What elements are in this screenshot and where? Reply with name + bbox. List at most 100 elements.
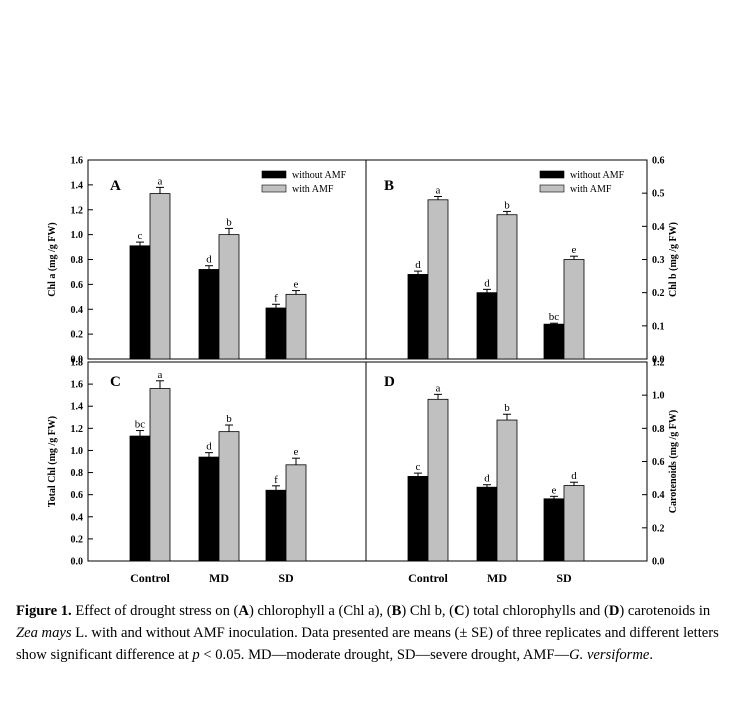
- x-axis-category-label: Control: [408, 571, 448, 585]
- legend-swatch: [261, 184, 287, 193]
- x-axis-category-label: SD: [278, 571, 294, 585]
- panel-d-significance-letter: b: [504, 402, 510, 414]
- panel-c-y-tick-label: 1.4: [71, 402, 84, 413]
- panel-d-y-tick-label: 0.4: [652, 490, 665, 501]
- panel-a-bar: [285, 293, 307, 360]
- panel-c-significance-letter: e: [294, 446, 299, 458]
- panel-b-letter: B: [384, 178, 394, 194]
- x-axis-category-label: MD: [487, 571, 507, 585]
- panel-b-significance-letter: b: [504, 199, 510, 211]
- panel-d-y-axis-label: Carotenoids (mg /g FW): [668, 410, 679, 513]
- figure-caption: Figure 1. Effect of drought stress on (A…: [16, 600, 732, 666]
- panel-c-y-tick-label: 0.6: [71, 490, 84, 501]
- panel-c-significance-letter: b: [226, 413, 232, 425]
- caption-ref-b: B: [391, 603, 402, 619]
- panel-d-y-tick-label: 0.6: [652, 457, 665, 468]
- caption-text-8: .: [649, 647, 654, 663]
- caption-text-6: L. with and without AMF inoculation. Dat…: [16, 625, 719, 663]
- panel-a-y-tick-label: 1.0: [71, 230, 84, 241]
- panel-c-y-tick-label: 1.0: [71, 446, 84, 457]
- caption-text-3: ) Chl b, (: [401, 603, 455, 619]
- panel-a-significance-letter: d: [206, 254, 212, 266]
- legend-label: without AMF: [292, 170, 347, 181]
- panel-c-bar: [285, 464, 307, 562]
- caption-ref-c: C: [454, 603, 465, 619]
- panel-b-significance-letter: a: [436, 184, 441, 196]
- panel-a-y-tick-label: 0.0: [71, 355, 84, 366]
- panel-b-y-tick-label: 0.6: [652, 156, 665, 167]
- panel-d-bar: [543, 498, 565, 562]
- panel-b-y-tick-label: 0.1: [652, 321, 665, 332]
- panel-a-bar: [149, 193, 171, 360]
- panel-b-significance-letter: bc: [549, 311, 560, 323]
- caption-ref-a: A: [238, 603, 249, 619]
- panel-c-y-tick-label: 0.8: [71, 468, 84, 479]
- panel-b-bar: [476, 292, 498, 360]
- panel-d-bar: [563, 485, 585, 562]
- caption-p-variable: p: [192, 647, 200, 663]
- panel-a-y-tick-label: 0.8: [71, 255, 84, 266]
- panel-a-bar: [218, 234, 240, 360]
- panel-b-bar: [563, 259, 585, 360]
- caption-label: Figure 1.: [16, 603, 72, 619]
- x-axis-category-label: MD: [209, 571, 229, 585]
- panel-d-significance-letter: a: [436, 382, 441, 394]
- panel-a-significance-letter: c: [138, 230, 143, 242]
- panel-a-y-tick-label: 0.4: [71, 305, 84, 316]
- panel-b-y-tick-label: 0.2: [652, 288, 665, 299]
- panel-d-bar: [496, 419, 518, 562]
- legend-swatch: [539, 170, 565, 179]
- panel-b-bar: [496, 214, 518, 360]
- figure-chart: 0.0 0.2 0.4 0.6 0.8 1.0 1.2 1.4 1.6 Chl a (mg /g …: [47, 156, 679, 586]
- panel-d-y-tick-label: 0.0: [652, 557, 665, 568]
- panel-c-significance-letter: a: [158, 369, 163, 381]
- panel-b-significance-letter: d: [484, 277, 490, 289]
- panel-d-y-tick-label: 1.2: [652, 358, 665, 369]
- panel-c-y-axis-label: Total Chl (mg /g FW): [47, 416, 58, 507]
- panel-a-significance-letter: b: [226, 216, 232, 228]
- panel-a-letter: A: [110, 178, 121, 194]
- legend-swatch: [539, 184, 565, 193]
- panel-b-y-tick-label: 0.3: [652, 255, 665, 266]
- panel-c-letter: C: [110, 374, 121, 390]
- panel-a-y-tick-label: 0.2: [71, 330, 84, 341]
- legend-label: with AMF: [292, 184, 334, 195]
- caption-species: Zea mays: [16, 625, 72, 641]
- panel-d-letter: D: [384, 374, 395, 390]
- caption-text-2: ) chlorophyll a (Chl a), (: [248, 603, 392, 619]
- panel-d-bar: [407, 476, 429, 562]
- panel-d-y-tick-label: 1.0: [652, 391, 665, 402]
- panel-a-y-tick-label: 1.2: [71, 205, 84, 216]
- panel-c-significance-letter: bc: [135, 419, 146, 431]
- panel-b-bar: [427, 199, 449, 360]
- panel-d-bar: [476, 486, 498, 562]
- panel-a-y-tick-label: 1.4: [71, 180, 84, 191]
- panel-c-bar: [265, 489, 287, 562]
- panel-d-y-tick-label: 0.2: [652, 523, 665, 534]
- panel-a-bar: [198, 269, 220, 360]
- caption-text-1: Effect of drought stress on (: [71, 603, 239, 619]
- panel-a-significance-letter: e: [294, 279, 299, 291]
- x-axis-category-label: Control: [130, 571, 170, 585]
- legend-label: without AMF: [570, 170, 625, 181]
- panel-a-bar: [265, 307, 287, 360]
- panel-b-bar: [407, 274, 429, 360]
- panel-c-y-tick-label: 1.8: [71, 358, 84, 369]
- caption-ref-d: D: [608, 603, 620, 619]
- panel-b-significance-letter: d: [415, 259, 421, 271]
- panel-b-y-tick-label: 0.4: [652, 222, 665, 233]
- panel-c-y-tick-label: 0.4: [71, 512, 84, 523]
- panel-a-y-axis-label: Chl a (mg /g FW): [47, 222, 58, 296]
- panel-a-significance-letter: a: [158, 175, 163, 187]
- panel-d-y-tick-label: 0.8: [652, 424, 665, 435]
- panel-c-significance-letter: f: [274, 474, 278, 486]
- panel-b-y-axis-label: Chl b (mg /g FW): [668, 222, 679, 297]
- panel-d-significance-letter: d: [484, 473, 490, 485]
- panel-d-bar: [427, 398, 449, 562]
- panel-c-y-tick-label: 1.2: [71, 424, 84, 435]
- panel-a-bar: [129, 245, 151, 360]
- caption-text-5: ) carotenoids in: [619, 603, 711, 619]
- panel-c-bar: [149, 388, 171, 562]
- caption-text-4: ) total chlorophylls and (: [464, 603, 609, 619]
- panel-b-bar: [543, 323, 565, 360]
